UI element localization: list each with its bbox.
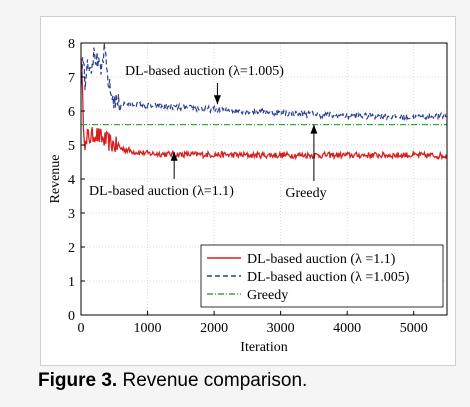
x-tick-label-2: 2000: [200, 321, 228, 336]
annotation-arrow-head-2: [310, 124, 318, 134]
annotation-text-1: DL-based auction (λ=1.1): [89, 184, 234, 199]
legend-label-2: Greedy: [247, 288, 288, 303]
x-axis-label: Iteration: [240, 340, 287, 355]
annotation-arrow-head-0: [213, 95, 221, 105]
x-tick-label-5: 5000: [400, 321, 428, 336]
legend-label-1: DL-based auction (λ =1.005): [247, 270, 410, 285]
x-tick-label-1: 1000: [134, 321, 162, 336]
annotation-arrow-head-1: [170, 151, 178, 161]
series-group: [80, 42, 448, 161]
annotation-text-0: DL-based auction (λ=1.005): [125, 64, 284, 79]
y-tick-label-4: 4: [68, 173, 75, 188]
annotations: DL-based auction (λ=1.005) DL-based aucti…: [89, 64, 327, 201]
y-tick-label-3: 3: [68, 207, 75, 222]
y-tick-label-6: 6: [68, 105, 75, 120]
y-axis-label: Revenue: [48, 155, 63, 204]
y-tick-label-0: 0: [68, 309, 75, 324]
annotation-text-2: Greedy: [285, 186, 326, 201]
y-tick-label-7: 7: [68, 71, 75, 86]
legend: DL-based auction (λ =1.1) DL-based auctio…: [200, 244, 444, 308]
y-tick-label-5: 5: [68, 139, 75, 154]
x-tick-label-3: 3000: [267, 321, 295, 336]
caption-text: Revenue comparison.: [122, 370, 308, 391]
x-tick-label-0: 0: [78, 321, 85, 336]
figure-panel: 0 1000 2000 3000 4000 5000 0 1 2 3 4 5 6 7 8 Iteration R…: [40, 16, 456, 366]
ticks: 0 1000 2000 3000 4000 5000 0 1 2 3 4 5 6 7 8: [68, 37, 428, 336]
x-tick-label-4: 4000: [333, 321, 361, 336]
revenue-chart: 0 1000 2000 3000 4000 5000 0 1 2 3 4 5 6 7 8 Iteration R…: [48, 37, 448, 355]
series-line-1: [80, 42, 447, 122]
figure-caption: Figure 3. Revenue comparison.: [38, 370, 307, 392]
series-line-0: [80, 57, 448, 161]
legend-label-0: DL-based auction (λ =1.1): [247, 252, 396, 267]
legend-box: [200, 244, 444, 308]
y-tick-label-2: 2: [68, 241, 75, 256]
y-tick-label-1: 1: [68, 275, 75, 290]
y-tick-label-8: 8: [68, 37, 75, 52]
caption-label: Figure 3.: [38, 370, 118, 391]
